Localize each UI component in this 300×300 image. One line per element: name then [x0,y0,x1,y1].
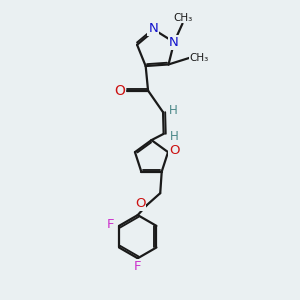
Text: N: N [169,36,179,49]
Text: H: H [169,104,178,117]
Text: CH₃: CH₃ [190,53,209,63]
Text: CH₃: CH₃ [173,13,192,22]
Text: O: O [169,144,180,157]
Text: F: F [134,260,142,273]
Text: O: O [114,84,125,98]
Text: O: O [135,197,146,210]
Text: N: N [148,22,158,35]
Text: F: F [107,218,114,231]
Text: H: H [170,130,178,143]
